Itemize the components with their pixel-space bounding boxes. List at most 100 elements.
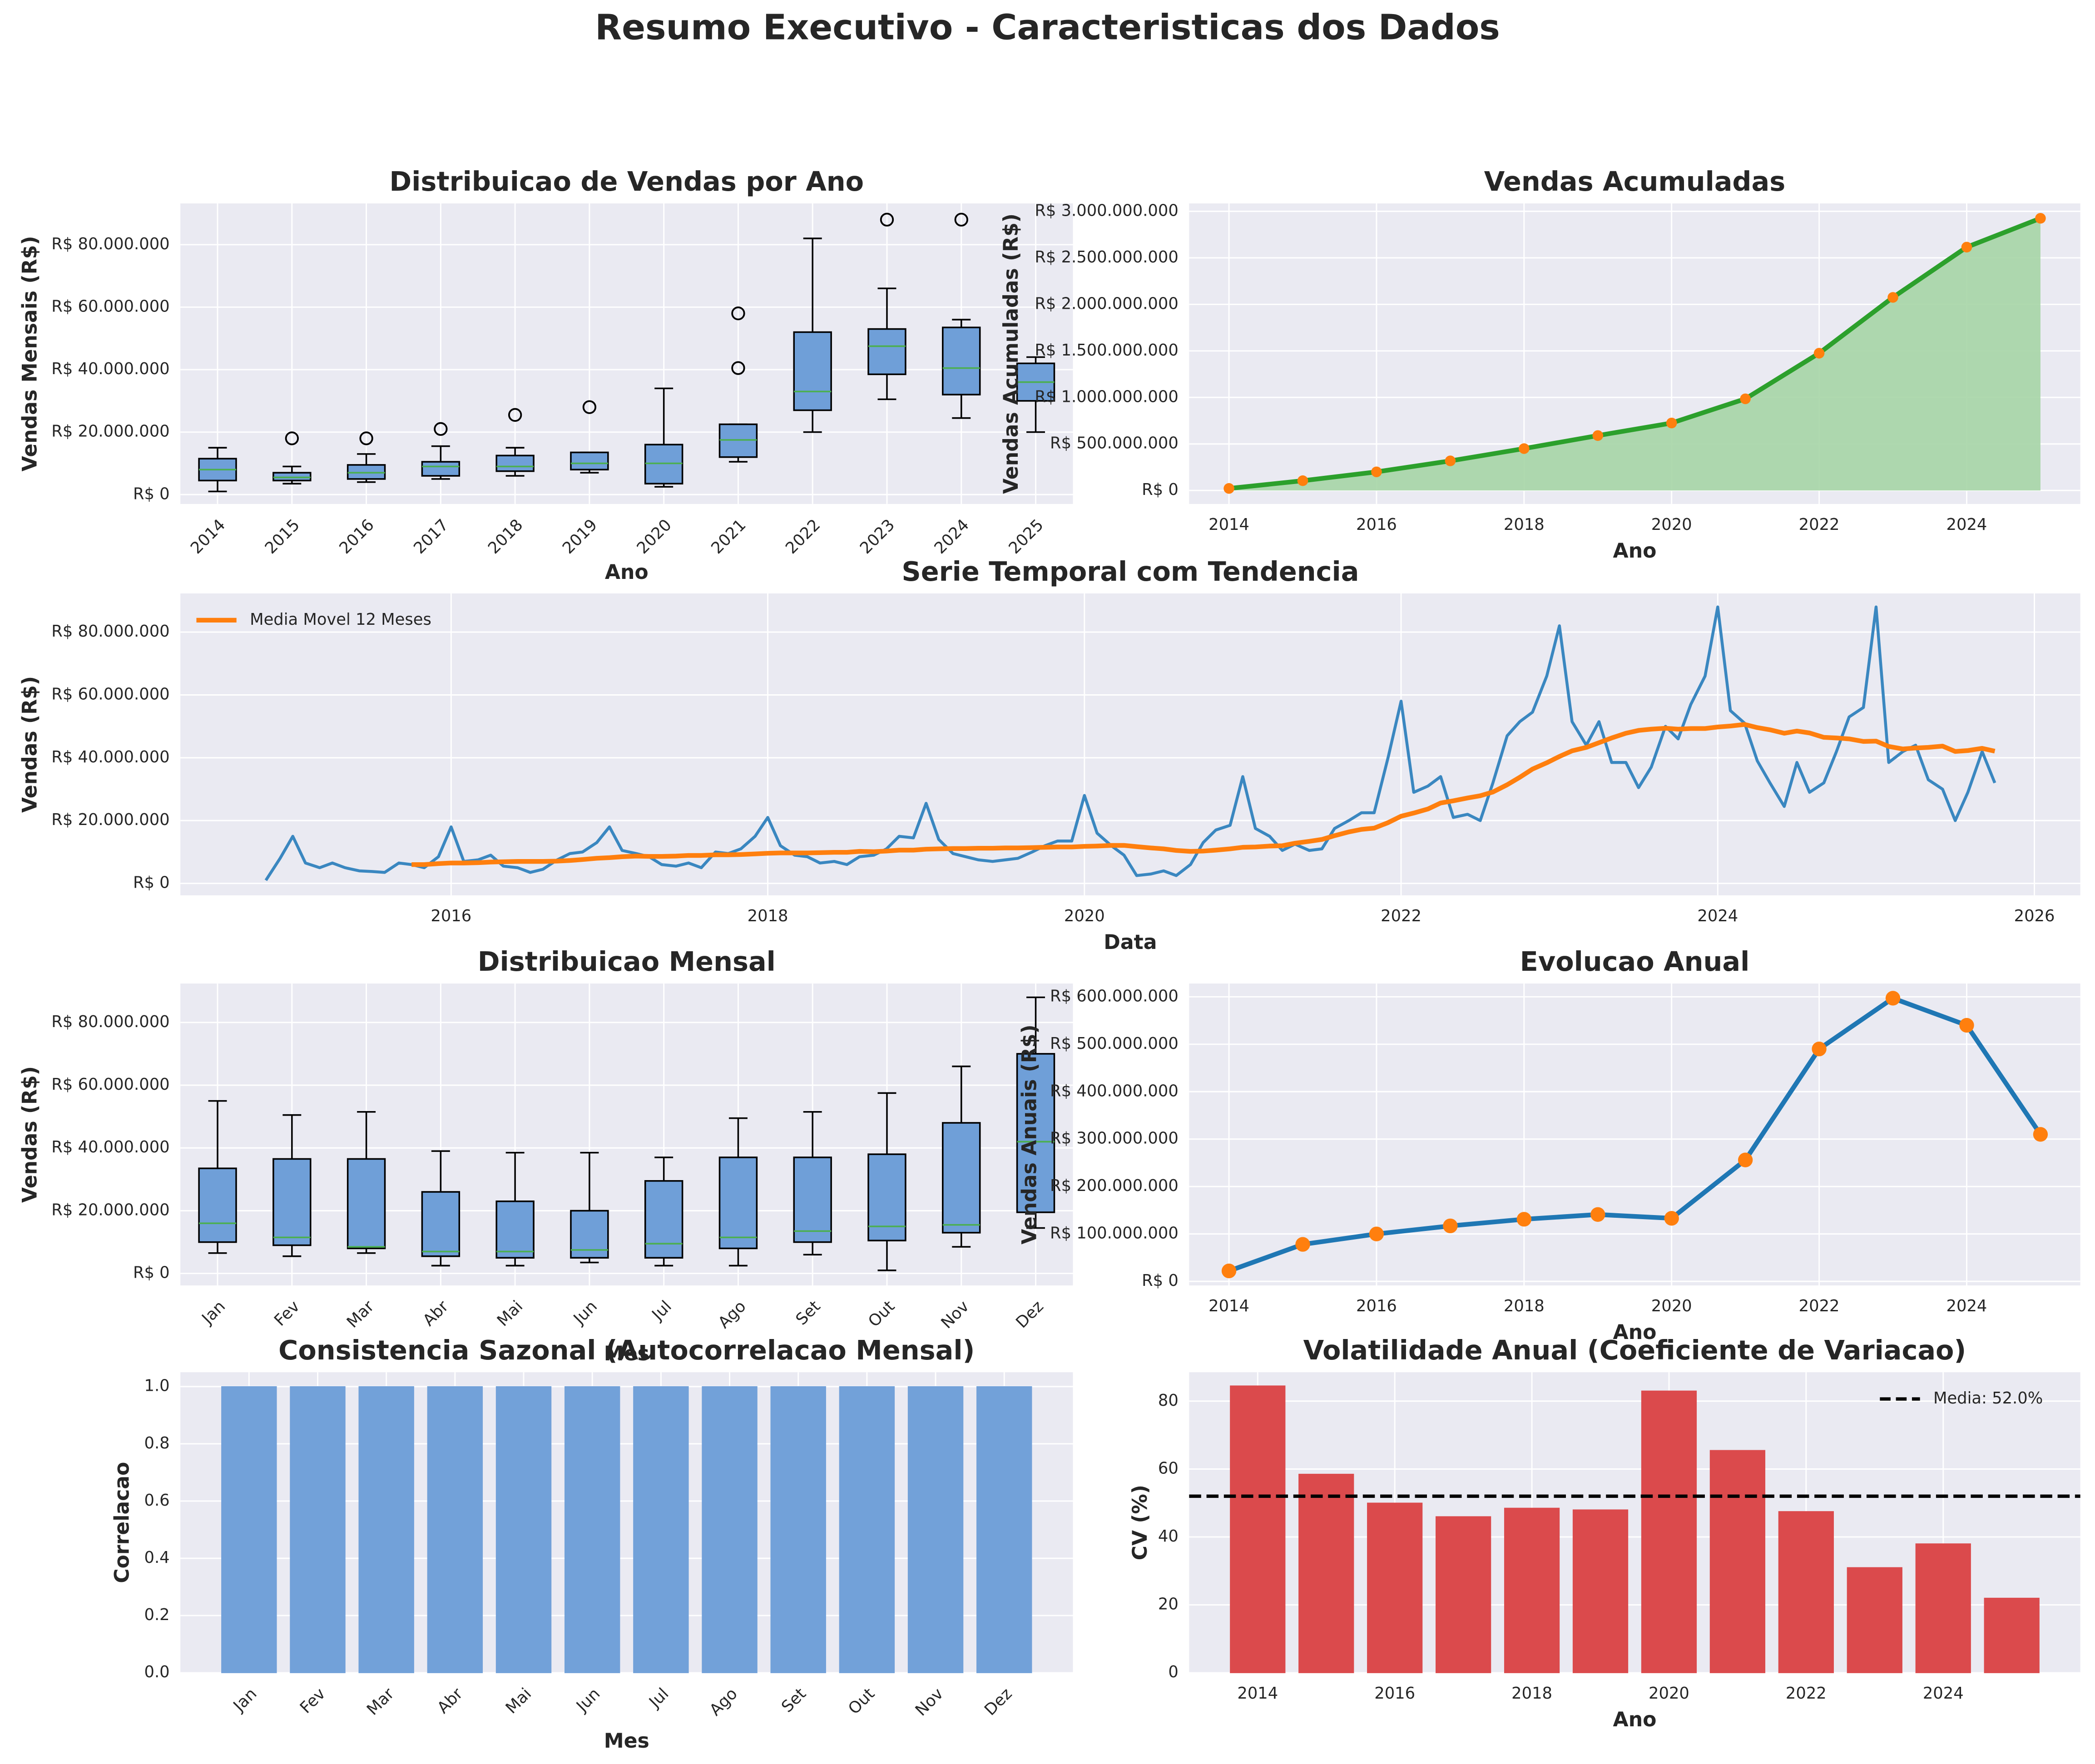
chart-title: Consistencia Sazonal (Autocorrelacao Men… [278, 1334, 975, 1366]
x-tick-label: Nov [912, 1685, 947, 1720]
x-tick-label: 2022 [1799, 515, 1840, 534]
x-tick-label: 2024 [1946, 1297, 1987, 1315]
box [421, 461, 461, 477]
x-tick-label: 2015 [262, 516, 304, 558]
plot-area [180, 203, 1073, 504]
x-tick-label: 2021 [708, 516, 750, 558]
x-tick-label: 2020 [1651, 1297, 1692, 1315]
x-tick-label: 2020 [633, 516, 675, 558]
y-axis-label: CV (%) [1129, 1485, 1152, 1560]
outlier [359, 431, 373, 445]
y-tick-label: 40 [1158, 1527, 1179, 1546]
y-tick-label: R$ 60.000.000 [51, 685, 169, 704]
marker [1443, 1218, 1458, 1234]
y-tick-label: R$ 2.500.000.000 [1035, 248, 1178, 267]
outlier [508, 408, 522, 422]
y-axis-label: Vendas Mensais (R$) [19, 236, 42, 471]
x-tick-label: Set [778, 1685, 810, 1716]
y-tick-label: R$ 3.000.000.000 [1035, 201, 1178, 220]
y-tick-label: R$ 20.000.000 [51, 1201, 169, 1219]
marker [1738, 1152, 1753, 1167]
y-tick-label: R$ 100.000.000 [1050, 1224, 1179, 1243]
x-tick-label: Ago [706, 1685, 741, 1720]
x-tick-label: Mar [343, 1297, 378, 1331]
y-tick-label: 60 [1158, 1459, 1179, 1477]
x-tick-label: 2020 [1064, 907, 1105, 925]
marker [1519, 443, 1530, 454]
marker [1445, 455, 1456, 466]
marker [1516, 1212, 1532, 1227]
y-tick-label: R$ 0 [1142, 1271, 1179, 1290]
y-tick-label: 0.2 [144, 1606, 169, 1624]
x-axis-label: Ano [1613, 539, 1657, 563]
y-tick-label: R$ 1.000.000.000 [1035, 387, 1178, 406]
x-tick-label: Mai [494, 1297, 527, 1330]
x-tick-label: 2016 [1356, 515, 1397, 534]
box [570, 451, 609, 470]
x-tick-label: 2016 [1356, 1297, 1397, 1315]
box [793, 1156, 832, 1243]
box [718, 1156, 758, 1250]
marker [2033, 1127, 2048, 1142]
outlier [731, 361, 745, 375]
chart-title: Evolucao Anual [1520, 946, 1750, 977]
x-tick-label: 2018 [1504, 515, 1545, 534]
plot-area [1189, 983, 2080, 1285]
y-tick-label: R$ 20.000.000 [51, 422, 169, 441]
bar [1572, 1509, 1629, 1673]
x-tick-label: 2024 [931, 516, 973, 558]
y-tick-label: 0.4 [144, 1548, 169, 1567]
marker [1371, 466, 1382, 477]
x-tick-label: Fev [297, 1685, 329, 1717]
y-tick-label: R$ 0 [133, 874, 170, 892]
line [411, 722, 1996, 867]
x-tick-label: Abr [419, 1297, 452, 1330]
outlier [880, 212, 894, 227]
x-tick-label: 2024 [1946, 515, 1987, 534]
marker [2035, 213, 2046, 224]
bar [633, 1386, 689, 1673]
y-tick-label: 20 [1158, 1595, 1179, 1614]
x-tick-label: 2022 [782, 516, 824, 558]
marker [1887, 292, 1898, 303]
chart-title: Vendas Acumuladas [1484, 166, 1786, 197]
x-tick-label: Jan [229, 1685, 261, 1716]
x-tick-label: 2016 [336, 516, 378, 558]
x-axis-label: Ano [605, 561, 649, 584]
y-tick-label: R$ 80.000.000 [51, 235, 169, 253]
x-tick-label: 2018 [1511, 1684, 1552, 1703]
marker [1666, 417, 1677, 429]
bar [1436, 1516, 1491, 1673]
outlier [582, 400, 597, 414]
x-axis-label: Mes [604, 1729, 649, 1753]
x-tick-label: 2022 [1786, 1684, 1827, 1703]
box [347, 1158, 386, 1250]
chart-title: Serie Temporal com Tendencia [901, 556, 1359, 587]
x-tick-label: Out [845, 1685, 878, 1718]
marker [1369, 1226, 1384, 1241]
x-tick-label: 2022 [1381, 907, 1421, 925]
bar [1504, 1507, 1560, 1673]
x-tick-label: Mar [363, 1684, 398, 1719]
y-tick-label: R$ 600.000.000 [1050, 987, 1179, 1005]
bar [1367, 1502, 1423, 1673]
bar [976, 1386, 1032, 1673]
x-tick-label: 2014 [1208, 515, 1249, 534]
chart-title: Distribuicao Mensal [478, 946, 776, 977]
marker [1885, 991, 1901, 1006]
outlier [285, 431, 299, 445]
x-tick-label: 2014 [1237, 1684, 1278, 1703]
bar [221, 1386, 277, 1673]
bar [427, 1386, 483, 1673]
x-tick-label: Fev [271, 1297, 303, 1330]
marker [1295, 1237, 1310, 1252]
x-tick-label: 2017 [410, 516, 452, 558]
x-tick-label: 2026 [2014, 907, 2055, 925]
box [867, 328, 906, 376]
x-tick-label: 2024 [1923, 1684, 1964, 1703]
x-axis-label: Ano [1613, 1321, 1657, 1344]
x-tick-label: 2025 [1005, 516, 1047, 558]
y-tick-label: R$ 1.500.000.000 [1035, 341, 1178, 360]
outlier [731, 306, 745, 321]
figure-title: Resumo Executivo - Caracteristicas dos D… [595, 8, 1500, 48]
